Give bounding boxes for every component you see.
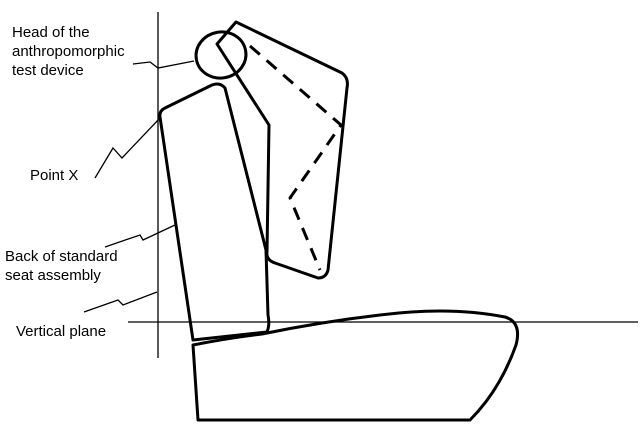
test-device-dashed-outline — [249, 44, 343, 271]
head-label-line-1: Head of the — [12, 24, 90, 41]
back-label-line-2: seat assembly — [5, 267, 101, 284]
head-leader-line — [132, 60, 195, 69]
back-leader-line — [104, 224, 176, 248]
seat-cushion — [191, 309, 520, 422]
point-x-label: Point X — [30, 167, 78, 184]
seat-back — [158, 82, 271, 342]
head-label-line-2: anthropomorphic — [12, 43, 125, 60]
vertical-plane-leader-line — [83, 291, 158, 313]
back-label-line-1: Back of standard — [5, 248, 118, 265]
test-device-torso — [215, 20, 349, 280]
back-label: Back of standard seat assembly — [5, 248, 122, 284]
head-label: Head of the anthropomorphic test device — [12, 24, 129, 79]
point-x-leader-line — [94, 117, 161, 179]
test-device-head — [194, 30, 248, 80]
head-label-line-3: test device — [12, 62, 84, 79]
vertical-plane-label: Vertical plane — [16, 323, 106, 340]
